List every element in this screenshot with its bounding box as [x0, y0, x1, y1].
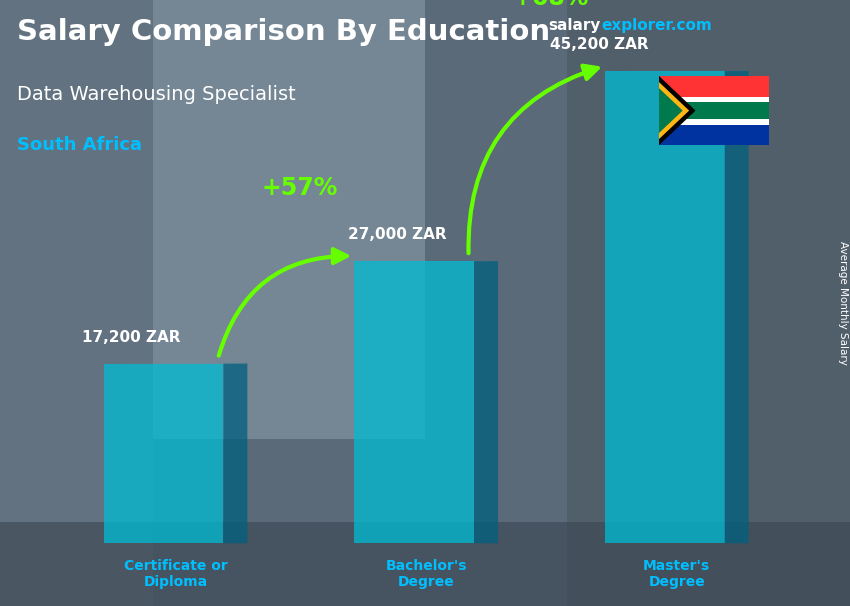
- Bar: [659, 102, 769, 119]
- Bar: [567, 0, 850, 606]
- Text: +68%: +68%: [513, 0, 588, 10]
- Text: 17,200 ZAR: 17,200 ZAR: [82, 330, 180, 345]
- Bar: [659, 76, 769, 99]
- Text: salary: salary: [548, 18, 601, 33]
- Polygon shape: [659, 82, 689, 139]
- Polygon shape: [725, 71, 749, 544]
- Text: Master's
Degree: Master's Degree: [643, 559, 711, 589]
- Text: Data Warehousing Specialist: Data Warehousing Specialist: [17, 85, 296, 104]
- FancyBboxPatch shape: [605, 71, 725, 544]
- Text: +57%: +57%: [262, 176, 337, 200]
- FancyBboxPatch shape: [354, 261, 474, 544]
- Text: explorer.com: explorer.com: [602, 18, 712, 33]
- Text: Salary Comparison By Education: Salary Comparison By Education: [17, 18, 550, 46]
- Bar: [0, 0, 152, 606]
- Polygon shape: [659, 88, 683, 133]
- Polygon shape: [474, 261, 498, 544]
- Bar: [152, 0, 425, 439]
- Text: 45,200 ZAR: 45,200 ZAR: [550, 37, 649, 52]
- Text: Bachelor's
Degree: Bachelor's Degree: [385, 559, 467, 589]
- Text: Certificate or
Diploma: Certificate or Diploma: [123, 559, 227, 589]
- Text: 27,000 ZAR: 27,000 ZAR: [348, 227, 447, 242]
- Polygon shape: [224, 364, 247, 544]
- FancyBboxPatch shape: [104, 364, 224, 544]
- Text: Average Monthly Salary: Average Monthly Salary: [838, 241, 848, 365]
- Polygon shape: [659, 76, 695, 145]
- Bar: [659, 122, 769, 145]
- Bar: [659, 97, 769, 125]
- Text: South Africa: South Africa: [17, 136, 142, 155]
- Bar: [0, 522, 850, 606]
